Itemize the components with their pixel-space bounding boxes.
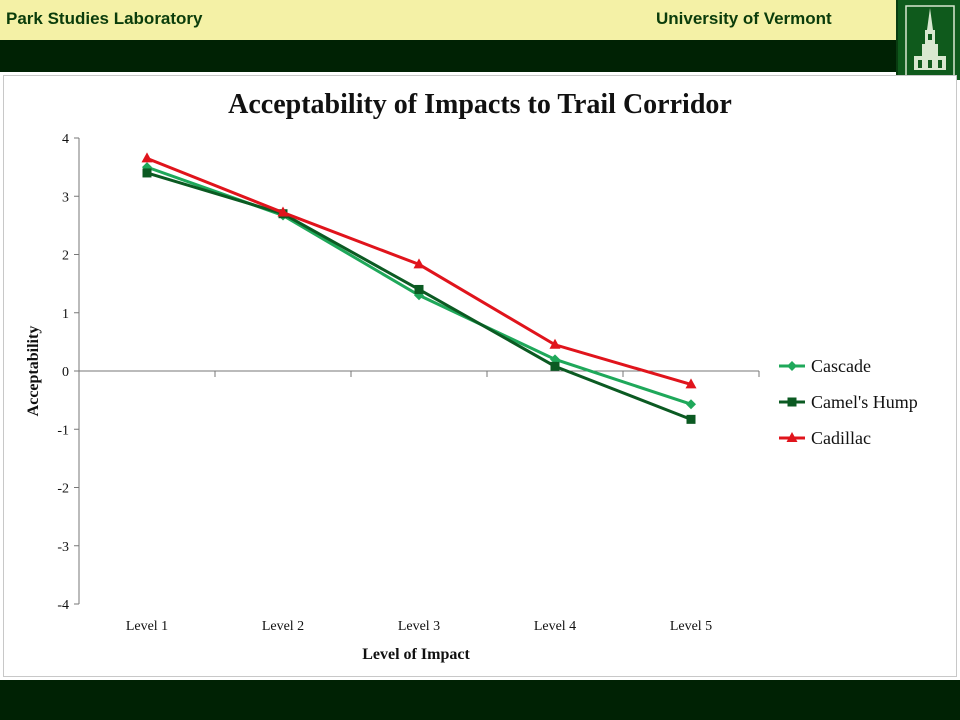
chart-panel: Acceptability of Impacts to Trail Corrid…: [3, 75, 957, 677]
chart-title: Acceptability of Impacts to Trail Corrid…: [228, 89, 732, 120]
y-tick-label: 2: [62, 249, 69, 264]
data-point-cadillac: [685, 378, 697, 389]
university-name: University of Vermont: [656, 9, 832, 28]
x-tick-label: Level 3: [398, 619, 440, 634]
data-point-cascade: [686, 399, 696, 410]
data-point-camel-s-hump: [550, 361, 560, 371]
data-point-cadillac: [141, 152, 153, 163]
legend-marker-cadillac: [786, 432, 798, 442]
data-point-camel-s-hump: [686, 414, 696, 424]
x-tick-label: Level 5: [670, 619, 712, 634]
y-tick-label: -3: [57, 540, 69, 555]
data-point-cadillac: [277, 206, 289, 217]
top-dark-band: [0, 40, 960, 72]
y-tick-label: -2: [57, 482, 69, 497]
header-band: Park Studies Laboratory University of Ve…: [0, 0, 960, 40]
series-line-cadillac: [146, 156, 692, 386]
university-tower-logo-icon: [896, 0, 960, 80]
legend-label-camel-s-hump: Camel's Hump: [811, 392, 918, 412]
line-chart: Acceptability of Impacts to Trail Corrid…: [25, 89, 918, 663]
y-axis-label: Acceptability: [25, 326, 42, 417]
x-tick-label: Level 4: [534, 619, 576, 634]
tower-logo-graphic: [905, 5, 955, 77]
x-tick-label: Level 1: [126, 619, 168, 634]
legend-marker-camel-s-hump: [787, 397, 797, 407]
footer-band: [0, 680, 960, 720]
legend-label-cascade: Cascade: [811, 356, 871, 376]
x-tick-label: Level 2: [262, 619, 304, 634]
y-tick-label: -4: [57, 598, 69, 613]
data-point-camel-s-hump: [142, 168, 152, 178]
data-point-cadillac: [413, 258, 425, 269]
y-tick-label: -1: [57, 423, 69, 438]
legend-marker-cascade: [787, 361, 797, 371]
y-tick-label: 0: [62, 365, 69, 380]
data-point-cadillac: [549, 338, 561, 349]
y-tick-label: 4: [62, 132, 69, 147]
y-tick-label: 1: [62, 307, 69, 322]
lab-name: Park Studies Laboratory: [6, 9, 203, 28]
legend-label-cadillac: Cadillac: [811, 428, 871, 448]
data-point-camel-s-hump: [414, 284, 424, 294]
y-tick-label: 3: [62, 190, 69, 205]
x-axis-label: Level of Impact: [362, 646, 470, 663]
